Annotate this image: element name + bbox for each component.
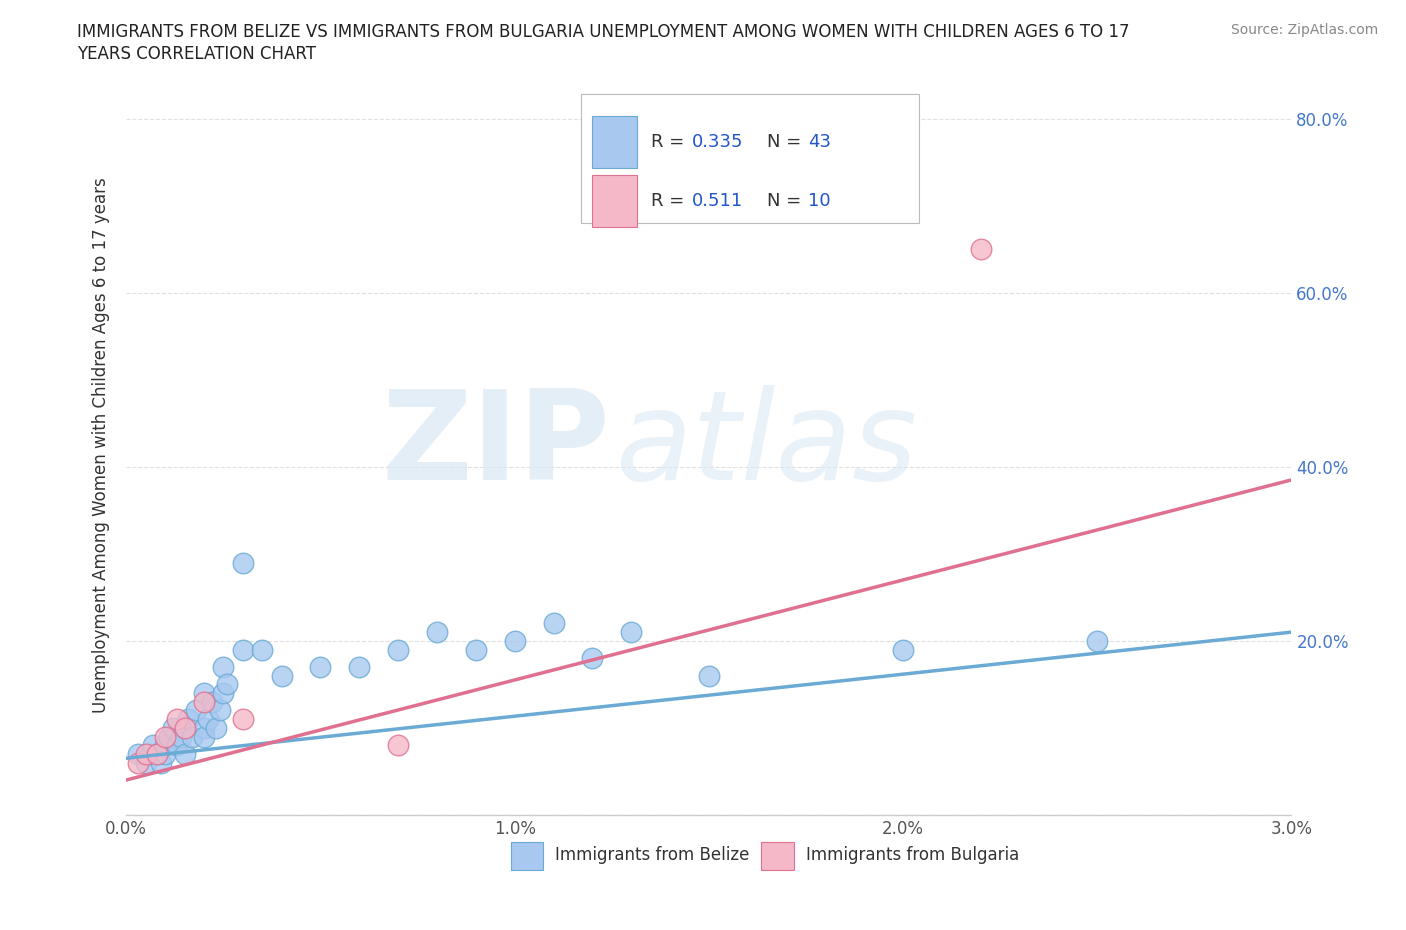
Point [173,721,195,736]
Point [162,721,184,736]
Point [170,729,193,744]
Point [217,677,239,692]
Point [464,642,486,657]
Text: YEARS CORRELATION CHART: YEARS CORRELATION CHART [77,45,316,62]
Text: Source: ZipAtlas.com: Source: ZipAtlas.com [1230,23,1378,37]
Text: N =: N = [768,133,807,151]
Point [193,721,215,736]
Point [232,555,254,570]
FancyBboxPatch shape [592,116,637,168]
Point [127,747,149,762]
Point [142,737,165,752]
Point [208,703,231,718]
Point [697,668,720,683]
Point [212,659,235,674]
Text: 0.335: 0.335 [692,133,742,151]
Point [173,747,195,762]
Point [193,729,215,744]
Point [153,737,176,752]
Point [150,755,173,770]
Point [309,659,332,674]
Point [270,668,292,683]
Point [146,747,169,762]
Point [620,625,643,640]
Point [135,747,157,762]
Text: R =: R = [651,193,689,210]
FancyBboxPatch shape [761,843,794,870]
Y-axis label: Unemployment Among Women with Children Ages 6 to 17 years: Unemployment Among Women with Children A… [93,178,110,713]
Point [173,721,195,736]
Point [543,616,565,631]
Point [153,747,176,762]
Text: 10: 10 [808,193,831,210]
FancyBboxPatch shape [510,843,544,870]
Text: 43: 43 [808,133,831,151]
Point [212,685,235,700]
Point [197,711,219,726]
FancyBboxPatch shape [581,94,918,223]
Point [193,695,215,710]
Point [166,711,188,726]
Text: Immigrants from Belize: Immigrants from Belize [555,846,749,865]
Point [135,755,157,770]
Point [349,659,371,674]
Text: N =: N = [768,193,807,210]
Point [201,695,224,710]
Point [970,242,993,257]
Point [193,685,215,700]
Point [387,737,409,752]
Point [426,625,449,640]
Point [387,642,409,657]
Text: Immigrants from Bulgaria: Immigrants from Bulgaria [806,846,1019,865]
Point [186,703,208,718]
Text: IMMIGRANTS FROM BELIZE VS IMMIGRANTS FROM BULGARIA UNEMPLOYMENT AMONG WOMEN WITH: IMMIGRANTS FROM BELIZE VS IMMIGRANTS FRO… [77,23,1130,41]
Point [153,729,176,744]
Point [1085,633,1108,648]
Point [232,711,254,726]
Point [252,642,274,657]
Text: atlas: atlas [616,385,918,506]
Point [166,737,188,752]
Point [127,755,149,770]
FancyBboxPatch shape [592,175,637,227]
Point [581,651,603,666]
Point [232,642,254,657]
Text: R =: R = [651,133,689,151]
Point [181,729,204,744]
Point [503,633,526,648]
Text: 0.511: 0.511 [692,193,742,210]
Point [204,721,226,736]
Point [157,729,180,744]
Point [138,747,160,762]
Point [177,711,200,726]
Point [891,642,914,657]
Text: ZIP: ZIP [381,385,610,506]
Point [146,747,169,762]
